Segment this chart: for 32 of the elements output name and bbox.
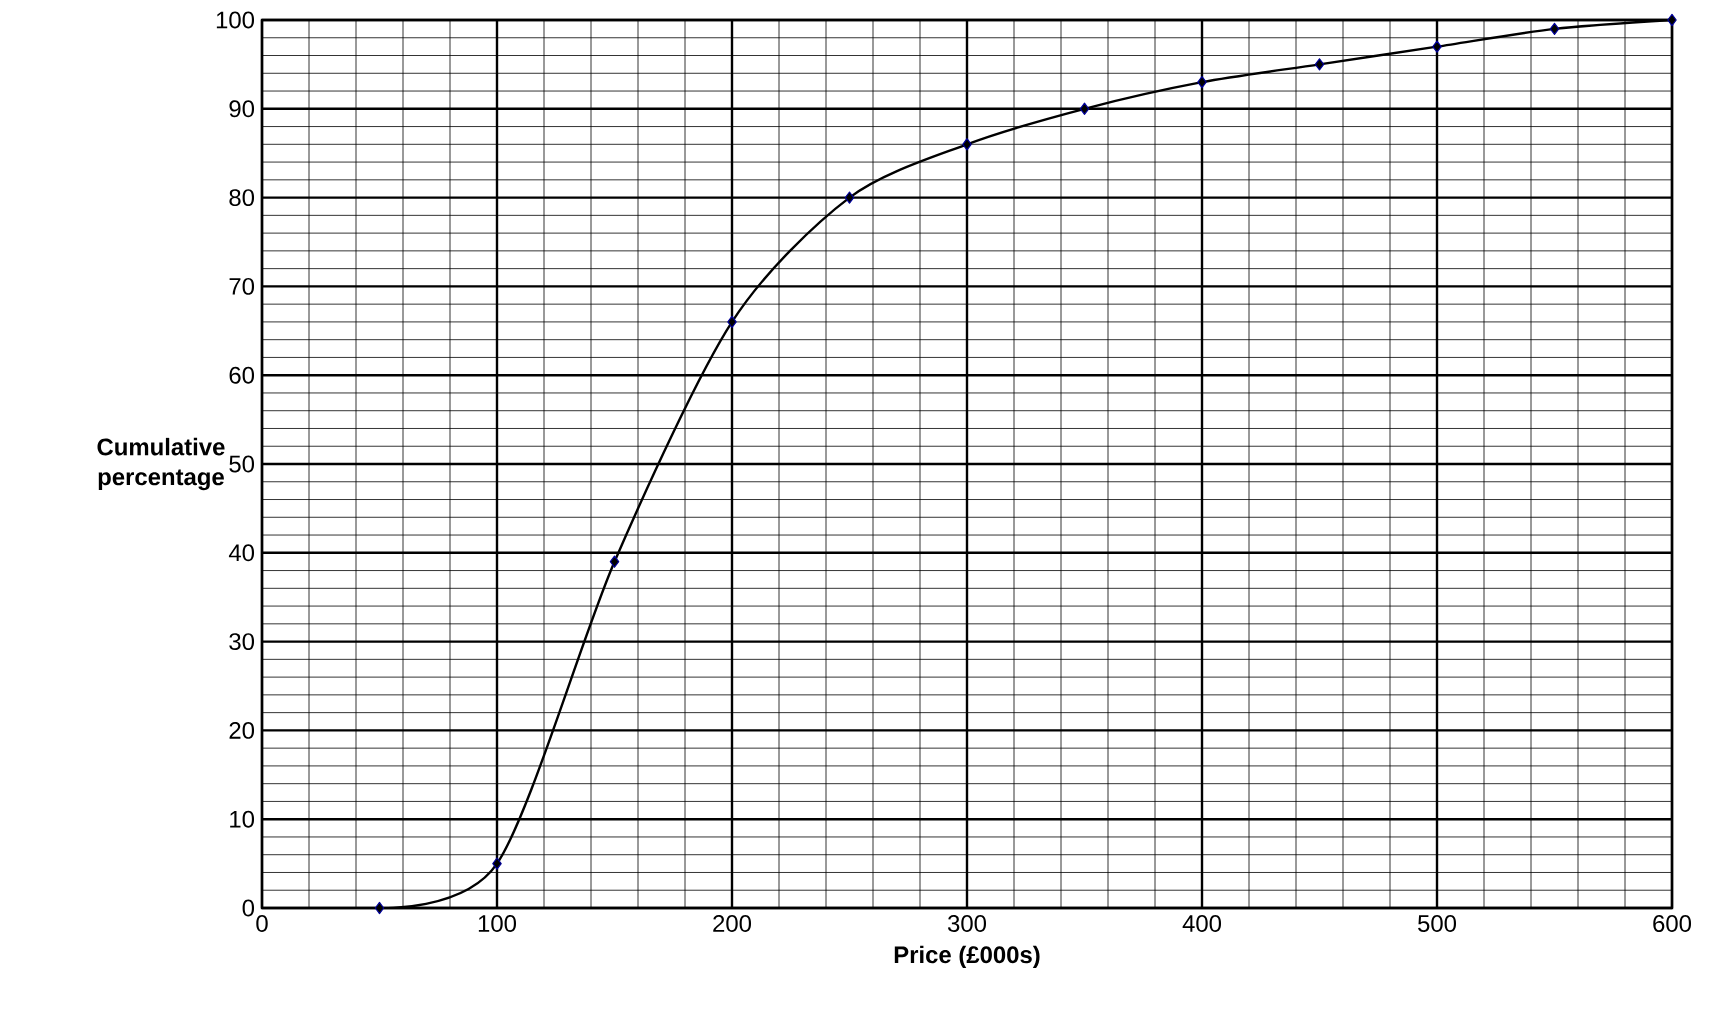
x-tick-label: 0 [256, 915, 268, 932]
point [492, 857, 502, 870]
y-tick-label: 70 [229, 277, 255, 295]
point [962, 138, 972, 151]
x-tick-label: 200 [713, 915, 752, 932]
y-tick-label: 40 [228, 544, 255, 562]
y-tick-label: 50 [229, 455, 255, 473]
y-tick-label: 80 [229, 189, 255, 207]
point [1079, 102, 1090, 115]
x-tick-label: 100 [478, 915, 517, 932]
point [1197, 75, 1207, 89]
point [844, 191, 855, 204]
point [1314, 58, 1325, 71]
point [727, 315, 737, 329]
x-axis-title: Price (£000s) [894, 945, 1040, 968]
y-tick-label: 10 [230, 810, 255, 828]
point [1432, 40, 1442, 53]
point [609, 555, 620, 568]
x-tick-label: 400 [1182, 915, 1222, 932]
x-tick-label: 300 [947, 915, 987, 932]
y-tick-label: 90 [229, 100, 255, 118]
y-tick-label: 0 [242, 899, 255, 917]
y-axis-title: Cumulative percentage [97, 437, 225, 491]
point [1667, 13, 1677, 27]
y-tick-label: 30 [229, 633, 255, 651]
x-tick-label: 500 [1418, 915, 1457, 932]
point [1549, 22, 1560, 36]
y-tick-label: 60 [229, 366, 255, 384]
x-tick-label: 600 [1653, 915, 1692, 932]
y-tick-label: 100 [216, 11, 255, 29]
y-tick-label: 20 [229, 721, 255, 739]
point [374, 901, 385, 915]
